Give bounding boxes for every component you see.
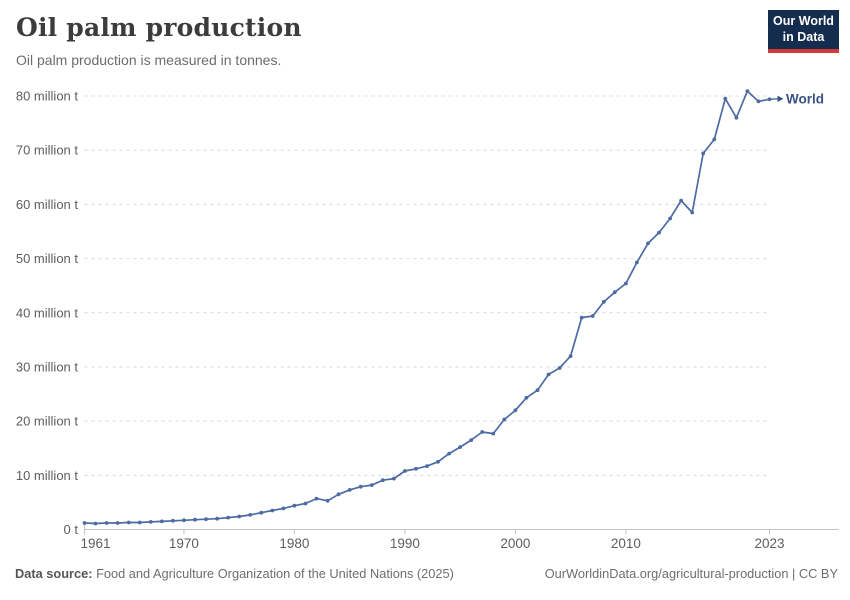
data-point: [458, 445, 462, 449]
data-point: [579, 315, 584, 320]
y-axis-tick-label: 50 million t: [16, 251, 79, 266]
data-source-text: Food and Agriculture Organization of the…: [92, 566, 454, 581]
data-point: [612, 290, 617, 295]
data-point: [204, 517, 208, 522]
data-point: [237, 514, 242, 519]
footer: Data source: Food and Agriculture Organi…: [15, 566, 838, 581]
data-point: [171, 518, 175, 523]
y-axis-tick-label: 20 million t: [16, 414, 79, 429]
data-point: [635, 260, 639, 265]
data-point: [137, 520, 142, 525]
data-source: Data source: Food and Agriculture Organi…: [15, 566, 454, 581]
data-point: [104, 521, 109, 525]
data-point: [756, 99, 761, 104]
data-point: [447, 451, 451, 456]
data-point: [115, 521, 120, 525]
data-point: [82, 521, 87, 525]
data-point: [325, 498, 330, 503]
data-point: [215, 516, 220, 521]
data-point: [668, 216, 672, 221]
data-point: [657, 230, 661, 235]
data-point: [502, 417, 507, 422]
data-point: [734, 115, 739, 120]
data-point: [281, 506, 286, 511]
chart-title: Oil palm production: [16, 13, 302, 42]
data-point: [369, 483, 374, 487]
data-source-label: Data source:: [15, 566, 93, 581]
data-point: [745, 89, 750, 93]
data-point: [568, 354, 573, 358]
data-point: [159, 519, 164, 524]
data-point: [557, 366, 562, 370]
data-point: [679, 198, 683, 203]
data-point: [270, 508, 275, 513]
y-axis-tick-label: 30 million t: [16, 359, 79, 374]
x-axis-tick-label: 2010: [611, 536, 641, 551]
data-point: [403, 469, 407, 473]
data-point: [513, 408, 518, 413]
data-point: [336, 492, 341, 497]
data-point: [414, 466, 418, 471]
y-axis-tick-label: 60 million t: [16, 197, 79, 212]
x-axis-tick-label: 2023: [754, 536, 784, 551]
data-point: [148, 520, 153, 524]
data-point: [646, 241, 650, 246]
x-axis-tick-label: 2000: [500, 536, 530, 551]
owid-logo-line1: Our World: [773, 14, 834, 28]
data-point: [292, 503, 297, 508]
data-point: [347, 488, 352, 492]
series-label-arrow-icon: [777, 95, 784, 102]
data-point: [590, 314, 595, 318]
data-point: [248, 513, 253, 517]
y-axis-tick-label: 0 t: [64, 522, 79, 537]
data-point: [425, 464, 429, 468]
data-point: [480, 430, 485, 434]
data-point: [767, 97, 772, 102]
data-point: [226, 515, 231, 520]
data-point: [314, 496, 319, 501]
owid-logo[interactable]: Our World in Data: [768, 10, 839, 54]
data-point: [303, 501, 308, 506]
data-point: [524, 395, 529, 400]
credit-text: OurWorldinData.org/agricultural-producti…: [544, 566, 838, 581]
data-point: [182, 518, 186, 523]
y-axis-tick-label: 80 million t: [16, 89, 79, 104]
data-point: [93, 521, 98, 526]
data-point: [535, 388, 540, 393]
data-point: [380, 478, 385, 483]
y-axis-tick-label: 10 million t: [16, 468, 79, 483]
data-point: [392, 476, 396, 481]
data-point: [126, 520, 131, 525]
data-point: [601, 300, 606, 304]
data-point: [690, 210, 695, 215]
data-point: [193, 517, 197, 522]
x-axis-tick-label: 1961: [80, 536, 110, 551]
data-point: [491, 431, 496, 436]
x-axis-tick-label: 1970: [169, 536, 199, 551]
data-point: [546, 372, 551, 377]
data-point: [624, 281, 628, 286]
data-point: [712, 137, 717, 142]
data-point: [723, 96, 728, 101]
chart-subtitle: Oil palm production is measured in tonne…: [16, 52, 282, 68]
data-point: [358, 484, 363, 489]
data-point: [701, 151, 706, 156]
data-point: [436, 459, 440, 464]
y-axis-tick-label: 40 million t: [16, 305, 79, 320]
owid-logo-line2: in Data: [782, 29, 825, 44]
world-series-line: [83, 90, 771, 525]
data-point: [469, 438, 474, 442]
y-axis-tick-label: 70 million t: [16, 143, 79, 158]
series-label-world: World: [786, 91, 824, 106]
x-axis-tick-label: 1990: [390, 536, 420, 551]
x-axis-tick-label: 1980: [279, 536, 309, 551]
data-point: [259, 510, 264, 515]
